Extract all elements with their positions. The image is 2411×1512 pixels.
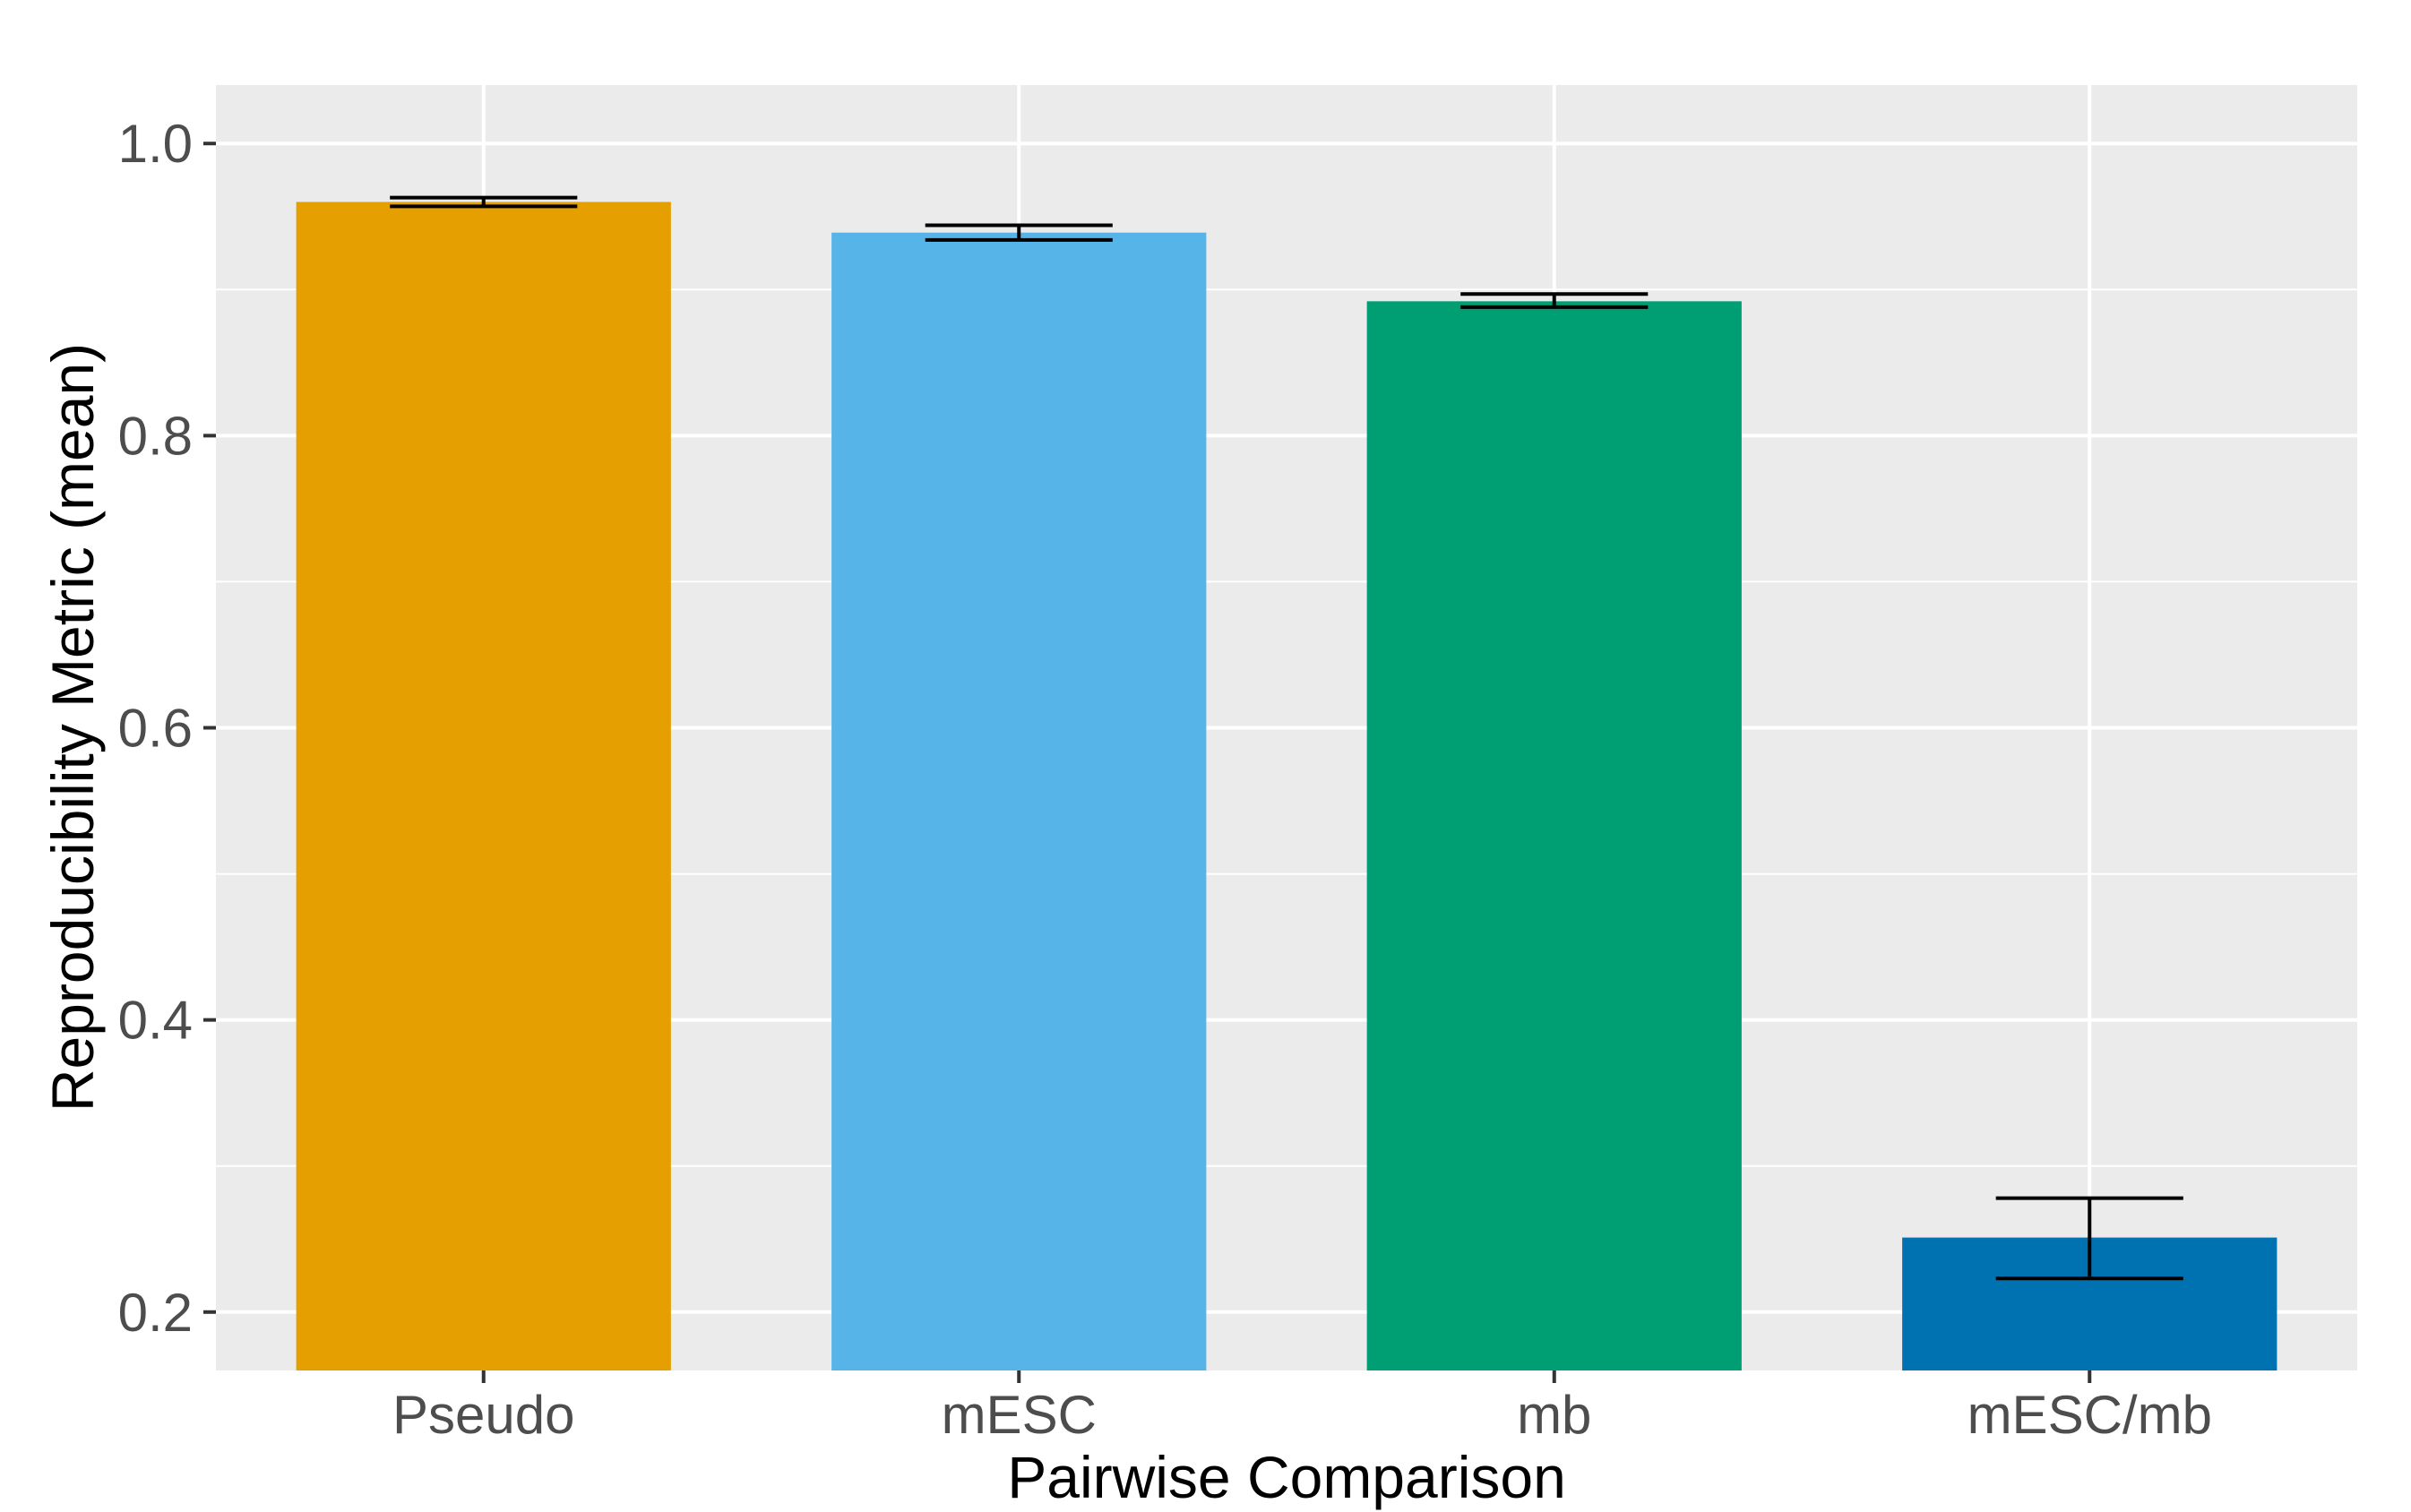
error-bars xyxy=(390,195,2183,1281)
bar-pseudo xyxy=(296,202,671,1370)
error-bar xyxy=(1460,292,1649,309)
y-tick-label: 0.4 xyxy=(118,991,193,1051)
error-bar xyxy=(390,195,578,209)
y-tick-label: 0.8 xyxy=(118,406,193,466)
y-tick-label: 0.6 xyxy=(118,699,193,759)
error-bar xyxy=(925,223,1113,242)
y-tick-label: 1.0 xyxy=(118,114,193,174)
y-axis-title: Reproducibility Metric (mean) xyxy=(39,343,106,1112)
x-axis-title: Pairwise Comparison xyxy=(1007,1444,1566,1510)
x-tick-label: mb xyxy=(1517,1385,1591,1445)
y-tick-label: 0.2 xyxy=(118,1283,193,1343)
x-tick-label: mESC xyxy=(942,1385,1097,1445)
bar-mesc xyxy=(831,232,1207,1370)
x-axis-ticks: Pseudo mESC mb mESC/mb xyxy=(392,1370,2212,1445)
x-tick-label: mESC/mb xyxy=(1968,1385,2212,1445)
bar-mb xyxy=(1366,301,1742,1370)
x-tick-label: Pseudo xyxy=(392,1385,575,1445)
bars xyxy=(296,202,2278,1370)
error-bar xyxy=(1995,1196,2183,1281)
y-axis-ticks: 0.2 0.4 0.6 0.8 1.0 xyxy=(118,114,216,1343)
